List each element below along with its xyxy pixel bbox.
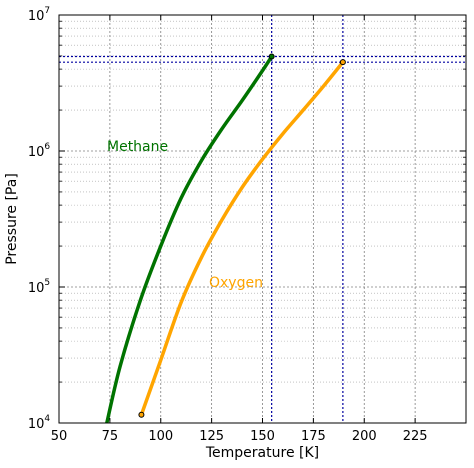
reference-lines <box>59 15 466 423</box>
y-tick-label: 105 <box>28 278 50 296</box>
ticks: 50 75 100 125 150 175 200 225 104 105 106 107 <box>28 6 466 444</box>
series-layer <box>105 53 346 424</box>
x-tick-label: 150 <box>250 429 275 444</box>
x-tick-label: 225 <box>403 429 428 444</box>
x-tick-label: 125 <box>199 429 224 444</box>
y-tick-label: 104 <box>28 414 51 432</box>
series-marker-oxygen <box>339 59 346 66</box>
series-label-oxygen: Oxygen <box>209 275 263 291</box>
x-tick-label: 175 <box>301 429 326 444</box>
y-tick-label: 107 <box>28 6 50 24</box>
x-tick-label: 100 <box>148 429 173 444</box>
x-axis-label: Temperature [K] <box>205 445 319 461</box>
series-marker-methane <box>268 53 275 60</box>
grid <box>59 15 466 423</box>
series-marker-oxygen <box>138 411 145 418</box>
series-line-oxygen <box>139 61 345 416</box>
series-line-methane <box>105 55 274 424</box>
x-tick-label: 75 <box>102 429 119 444</box>
x-tick-label: 200 <box>352 429 377 444</box>
y-axis-label: Pressure [Pa] <box>4 173 20 265</box>
x-tick-label: 50 <box>51 429 68 444</box>
y-tick-label: 106 <box>28 142 51 160</box>
series-label-methane: Methane <box>107 139 168 155</box>
